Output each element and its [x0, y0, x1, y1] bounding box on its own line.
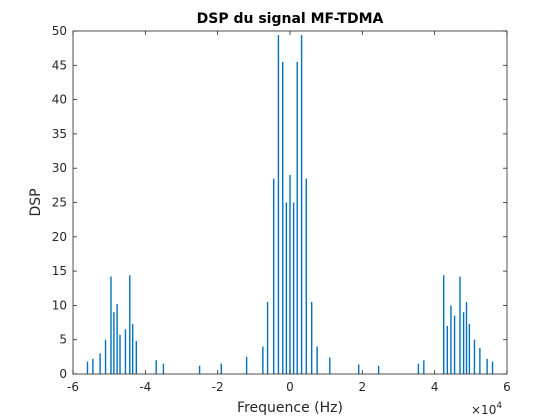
x-tick-label: 2 [359, 380, 367, 394]
x-tick-label: -4 [139, 380, 151, 394]
bars-layer [86, 35, 494, 374]
y-axis-ticks: 0 5 10 15 20 25 30 35 40 45 50 [52, 24, 507, 381]
y-axis-title: DSP [28, 188, 44, 216]
x-axis-ticks: -6 -4 -2 0 2 4 6 [67, 31, 511, 394]
x-tick-label: 6 [503, 380, 511, 394]
y-tick-label: 35 [52, 127, 67, 141]
y-tick-label: 25 [52, 196, 67, 210]
y-tick-label: 5 [59, 333, 67, 347]
x-exponent-power: 4 [496, 401, 502, 411]
x-tick-label: -6 [67, 380, 79, 394]
x-tick-label: -2 [212, 380, 224, 394]
y-tick-label: 20 [52, 230, 67, 244]
y-tick-label: 40 [52, 93, 67, 107]
x-tick-label: 4 [431, 380, 439, 394]
x-exponent-label: ×104 [471, 401, 502, 417]
x-exponent-base: ×10 [471, 403, 496, 417]
y-tick-label: 10 [52, 298, 67, 312]
chart-title: DSP du signal MF-TDMA [197, 11, 384, 27]
y-tick-label: 0 [59, 367, 67, 381]
y-tick-label: 15 [52, 264, 67, 278]
y-tick-label: 50 [52, 24, 67, 38]
y-tick-label: 30 [52, 161, 67, 175]
y-tick-label: 45 [52, 58, 67, 72]
x-tick-label: 0 [286, 380, 294, 394]
x-axis-title: Frequence (Hz) [237, 400, 343, 416]
